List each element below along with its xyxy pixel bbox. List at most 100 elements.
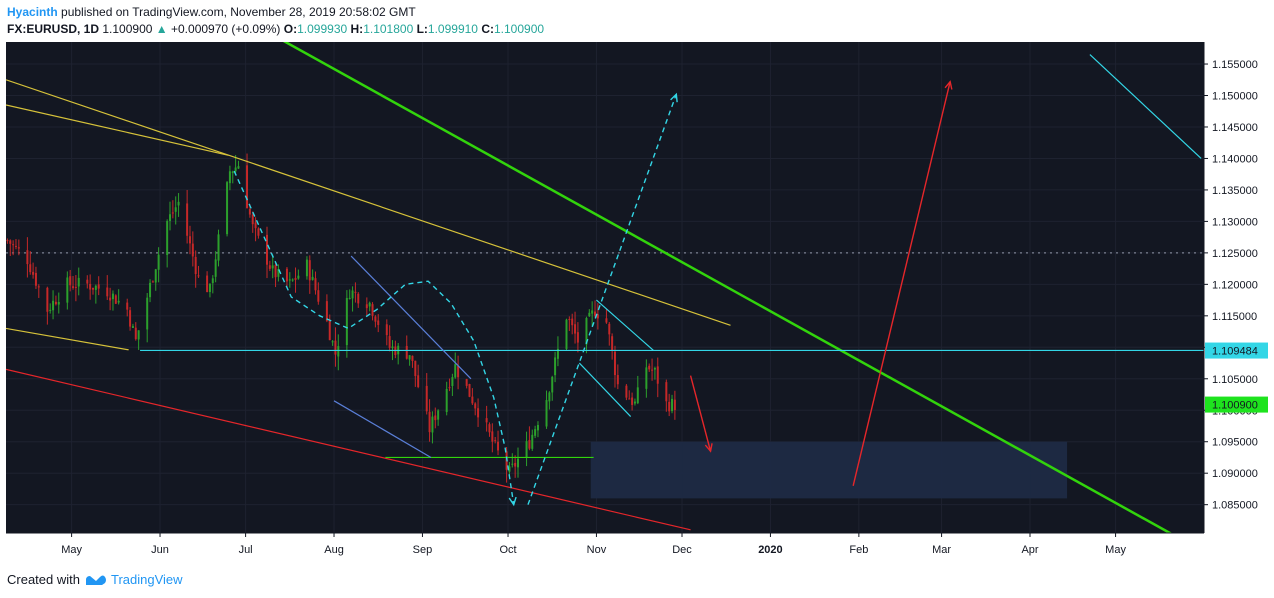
candle-body-up[interactable] <box>177 201 180 206</box>
candle-body-up[interactable] <box>166 220 169 255</box>
candle-body-down[interactable] <box>488 424 491 433</box>
candle-body-up[interactable] <box>525 441 528 458</box>
tradingview-brand[interactable]: TradingView <box>110 572 183 587</box>
candle-body-up[interactable] <box>94 285 97 290</box>
dashed-path-projection[interactable] <box>233 170 515 505</box>
candle-body-down[interactable] <box>206 275 209 293</box>
candle-body-down[interactable] <box>191 243 194 257</box>
candle-body-down[interactable] <box>611 336 614 352</box>
candle-body-up[interactable] <box>131 326 134 328</box>
candle-body-down[interactable] <box>425 385 428 412</box>
candle-body-down[interactable] <box>514 462 517 467</box>
candle-body-down[interactable] <box>471 396 474 404</box>
candle-body-up[interactable] <box>111 293 114 300</box>
candle-body-up[interactable] <box>169 214 172 221</box>
candle-body-down[interactable] <box>414 360 417 377</box>
candle-body-down[interactable] <box>651 369 654 371</box>
candle-body-up[interactable] <box>226 182 229 235</box>
candle-body-down[interactable] <box>317 290 320 302</box>
candle-body-down[interactable] <box>656 366 659 384</box>
candle-body-up[interactable] <box>545 400 548 427</box>
candles-layer[interactable] <box>6 153 676 483</box>
candle-body-up[interactable] <box>517 458 520 468</box>
candle-body-down[interactable] <box>371 304 374 316</box>
yellow-support-line[interactable] <box>6 327 129 351</box>
candle-body-down[interactable] <box>32 271 35 275</box>
candle-body-up[interactable] <box>391 346 394 349</box>
candle-body-down[interactable] <box>109 297 112 301</box>
drawings-layer[interactable] <box>6 42 1204 538</box>
candle-body-down[interactable] <box>46 287 49 312</box>
yellow-trendline-upper[interactable] <box>6 104 229 156</box>
candle-body-up[interactable] <box>331 341 334 343</box>
candle-body-down[interactable] <box>248 208 251 215</box>
candle-body-up[interactable] <box>337 346 340 357</box>
candle-body-up[interactable] <box>445 388 448 413</box>
candle-body-up[interactable] <box>52 300 55 311</box>
candle-body-up[interactable] <box>297 275 300 279</box>
blue-line-2[interactable] <box>333 400 432 458</box>
candle-body-down[interactable] <box>528 440 531 449</box>
candle-body-up[interactable] <box>237 166 240 169</box>
candle-body-down[interactable] <box>568 319 571 321</box>
candle-body-down[interactable] <box>257 228 260 236</box>
candle-body-down[interactable] <box>465 379 468 386</box>
chart-frame[interactable]: 1.155000 1.150000 1.145000 1.140000 1.135000… <box>6 42 1268 563</box>
candle-body-up[interactable] <box>345 297 348 346</box>
candle-body-up[interactable] <box>511 463 514 465</box>
candle-body-down[interactable] <box>574 324 577 334</box>
candle-body-down[interactable] <box>54 301 57 305</box>
candle-body-down[interactable] <box>151 281 154 283</box>
candle-body-down[interactable] <box>608 323 611 335</box>
candle-body-up[interactable] <box>277 268 280 277</box>
candle-body-up[interactable] <box>636 387 639 404</box>
candle-body-up[interactable] <box>214 259 217 277</box>
candle-body-up[interactable] <box>66 277 69 303</box>
candle-body-up[interactable] <box>454 364 457 378</box>
candle-body-up[interactable] <box>57 301 60 305</box>
candle-body-down[interactable] <box>673 399 676 411</box>
candle-body-down[interactable] <box>613 351 616 376</box>
candle-body-down[interactable] <box>571 318 574 326</box>
candle-body-up[interactable] <box>351 290 354 299</box>
candle-body-down[interactable] <box>648 365 651 370</box>
candle-body-down[interactable] <box>631 397 634 405</box>
candle-body-down[interactable] <box>186 203 189 236</box>
candle-body-down[interactable] <box>251 214 254 225</box>
candle-body-up[interactable] <box>645 367 648 389</box>
candle-body-down[interactable] <box>491 431 494 442</box>
candle-body-up[interactable] <box>77 277 80 287</box>
candle-body-up[interactable] <box>288 279 291 281</box>
candle-body-up[interactable] <box>157 254 160 270</box>
candle-body-down[interactable] <box>6 240 9 242</box>
red-rally-arrow[interactable] <box>852 81 951 486</box>
candle-body-up[interactable] <box>556 348 559 359</box>
blue-line-1[interactable] <box>350 255 472 380</box>
candle-body-up[interactable] <box>234 167 237 172</box>
candle-body-down[interactable] <box>377 320 380 325</box>
candle-body-down[interactable] <box>26 250 29 265</box>
candle-body-up[interactable] <box>633 401 636 404</box>
candle-body-up[interactable] <box>117 300 120 303</box>
candle-body-down[interactable] <box>34 272 37 286</box>
candle-body-down[interactable] <box>497 441 500 451</box>
candle-body-up[interactable] <box>228 171 231 184</box>
candle-body-up[interactable] <box>551 376 554 393</box>
candle-body-down[interactable] <box>126 302 129 310</box>
candle-body-up[interactable] <box>437 410 440 420</box>
candle-body-up[interactable] <box>348 297 351 299</box>
candle-body-up[interactable] <box>49 309 52 311</box>
candle-body-down[interactable] <box>14 245 17 247</box>
candle-body-down[interactable] <box>385 324 388 336</box>
candle-body-down[interactable] <box>86 279 89 284</box>
candle-body-down[interactable] <box>485 418 488 423</box>
candle-body-down[interactable] <box>411 355 414 361</box>
candle-body-up[interactable] <box>137 330 140 340</box>
candle-body-down[interactable] <box>374 316 377 322</box>
candle-body-down[interactable] <box>428 411 431 433</box>
red-channel-line[interactable] <box>6 368 691 531</box>
candle-body-down[interactable] <box>29 264 32 273</box>
chart-svg[interactable]: 1.155000 1.150000 1.145000 1.140000 1.135000… <box>6 42 1268 563</box>
candle-body-up[interactable] <box>565 319 568 349</box>
red-drop-arrow[interactable] <box>689 375 712 452</box>
